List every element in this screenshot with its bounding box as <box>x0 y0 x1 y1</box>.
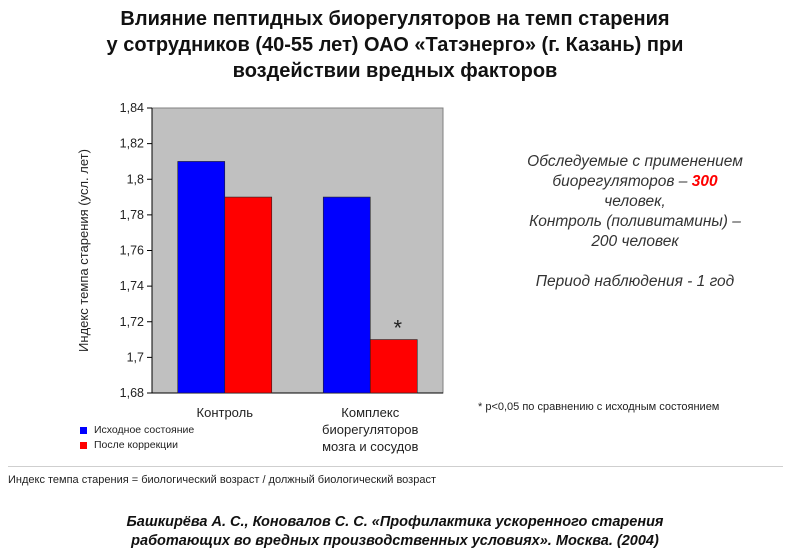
y-tick-label: 1,68 <box>120 386 144 400</box>
y-axis-title: Индекс темпа старения (усл. лет) <box>76 149 91 352</box>
info-line: биорегуляторов – 300 <box>480 172 790 192</box>
x-category-label: биорегуляторов <box>322 422 418 437</box>
title-line: у сотрудников (40-55 лет) ОАО «Татэнерго… <box>106 34 684 56</box>
title-line: воздействии вредных факторов <box>232 60 558 82</box>
legend-label: Исходное состояние <box>94 424 195 436</box>
participant-count: 300 <box>691 173 718 190</box>
x-category-label: Контроль <box>197 405 254 420</box>
observation-period: Период наблюдения - 1 год <box>535 273 735 290</box>
legend-swatch <box>80 427 87 434</box>
legend-item: После коррекции <box>80 438 194 453</box>
index-definition: Индекс темпа старения = биологический во… <box>8 474 436 486</box>
significance-footnote: * р<0,05 по сравнению с исходным состоян… <box>478 401 720 413</box>
chart-title: Влияние пептидных биорегуляторов на темп… <box>20 6 770 84</box>
legend-swatch <box>80 442 87 449</box>
legend-item: Исходное состояние <box>80 423 194 438</box>
x-category-label: Комплекс <box>341 405 399 420</box>
y-tick-label: 1,8 <box>127 172 144 186</box>
info-line: 200 человек <box>591 233 679 250</box>
info-line: Контроль (поливитамины) – <box>529 213 741 230</box>
y-tick-label: 1,76 <box>120 244 144 258</box>
info-line: Обследуемые с применением <box>527 153 743 170</box>
x-category-label: мозга и сосудов <box>322 439 418 454</box>
citation-line: работающих во вредных производственных у… <box>131 533 659 549</box>
y-tick-label: 1,74 <box>120 279 144 293</box>
bar <box>224 196 273 394</box>
bar <box>322 196 371 394</box>
citation: Башкирёва А. С., Коновалов С. С. «Профил… <box>20 513 770 551</box>
bar <box>177 161 226 394</box>
bar <box>369 339 418 394</box>
title-line: Влияние пептидных биорегуляторов на темп… <box>120 8 670 30</box>
study-info: Обследуемые с применением биорегуляторов… <box>480 152 790 292</box>
chart-legend: Исходное состояние После коррекции <box>80 423 194 453</box>
info-text: биорегуляторов – <box>552 173 692 190</box>
y-tick-label: 1,72 <box>120 315 144 329</box>
info-line: человек, <box>604 193 666 210</box>
y-tick-label: 1,84 <box>120 101 144 115</box>
significance-marker: * <box>393 316 402 341</box>
y-tick-label: 1,78 <box>120 208 144 222</box>
y-tick-label: 1,7 <box>127 350 144 364</box>
citation-line: Башкирёва А. С., Коновалов С. С. «Профил… <box>126 514 664 530</box>
y-tick-label: 1,82 <box>120 137 144 151</box>
legend-label: После коррекции <box>94 439 178 451</box>
divider <box>8 466 783 467</box>
